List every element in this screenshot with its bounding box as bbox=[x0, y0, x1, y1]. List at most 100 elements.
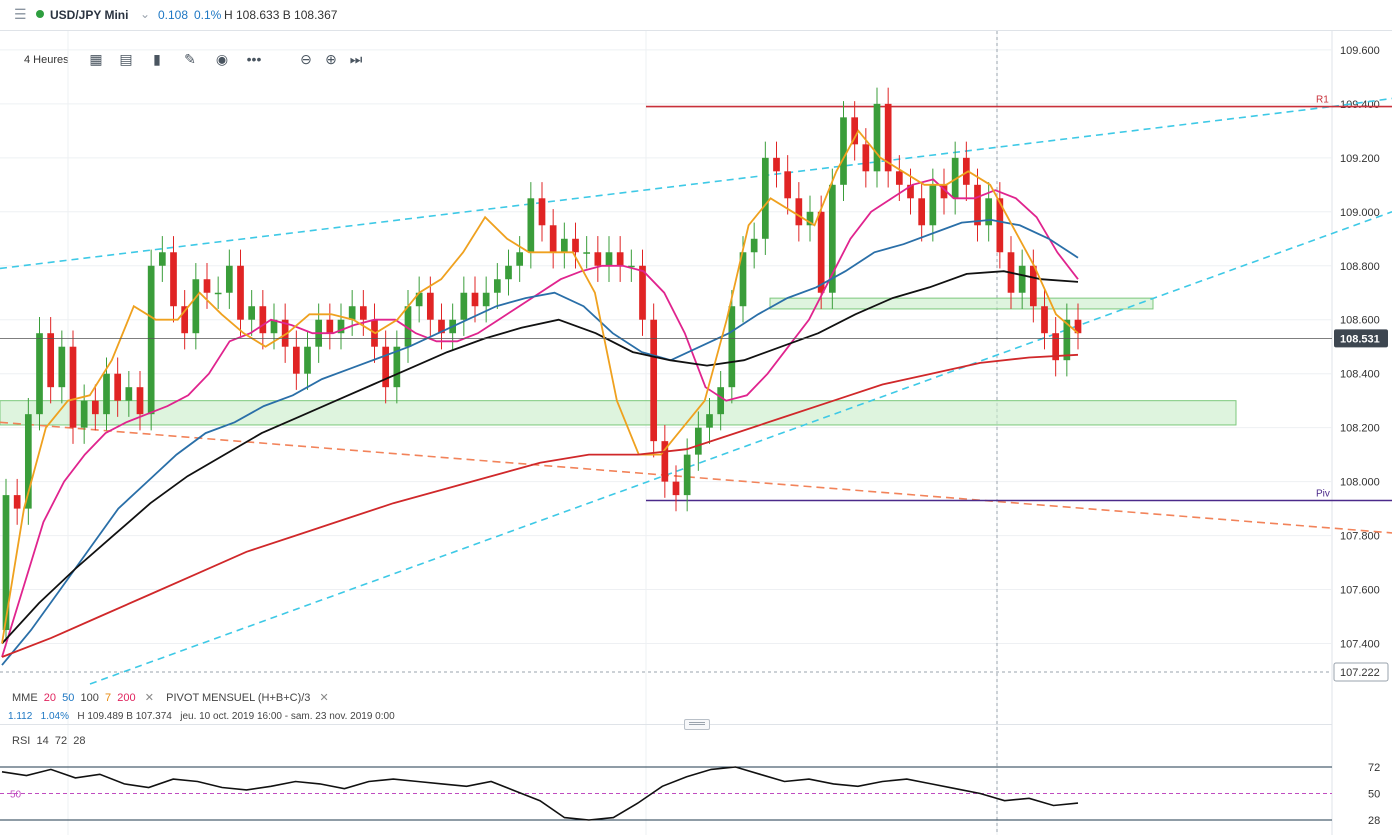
candle bbox=[24, 414, 32, 509]
eye-icon[interactable]: ◉ bbox=[215, 50, 229, 67]
mme-period-100: 100 bbox=[80, 692, 99, 704]
candle bbox=[248, 306, 256, 320]
candle bbox=[58, 346, 66, 388]
candle bbox=[1018, 265, 1026, 293]
candle bbox=[907, 184, 914, 199]
candle bbox=[292, 346, 300, 374]
pivot-label: PIVOT MENSUEL (H+B+C)/3 bbox=[166, 692, 311, 704]
y-tick-label: 107.600 bbox=[1340, 585, 1380, 597]
rsi-label: RSI bbox=[12, 735, 31, 747]
draw-pencil-icon[interactable]: ✎ bbox=[184, 50, 196, 67]
more-icon[interactable]: ••• bbox=[246, 51, 262, 67]
candle bbox=[80, 400, 88, 428]
candle bbox=[259, 306, 267, 334]
candle bbox=[605, 252, 613, 266]
candle bbox=[158, 252, 166, 266]
rsi-line bbox=[1, 766, 1079, 821]
candle bbox=[929, 184, 937, 226]
candle bbox=[560, 238, 568, 253]
candle bbox=[627, 265, 635, 268]
rsi-legend: RSI 14 72 28 bbox=[12, 735, 85, 747]
price-change: 0.108 bbox=[158, 8, 189, 22]
symbol-name[interactable]: USD/JPY Mini bbox=[50, 8, 129, 22]
candle bbox=[125, 387, 133, 401]
candle bbox=[706, 414, 713, 428]
candle bbox=[572, 238, 579, 253]
candle bbox=[717, 387, 725, 415]
candle bbox=[828, 184, 836, 293]
candle bbox=[739, 252, 747, 307]
candle bbox=[784, 171, 792, 199]
candle bbox=[516, 252, 524, 266]
close-pivot-icon[interactable]: ✕ bbox=[319, 692, 329, 704]
chart-type-icon[interactable]: ▤ bbox=[119, 50, 133, 67]
chevron-down-icon[interactable]: ⌄ bbox=[140, 7, 151, 21]
pane-resize-handle[interactable] bbox=[684, 719, 710, 730]
rsi-tick-label: 50 bbox=[1368, 789, 1380, 801]
candle bbox=[214, 292, 222, 295]
candle bbox=[281, 319, 289, 347]
range-info: 1.112 1.04% H 109.489 B 107.374 jeu. 10 … bbox=[8, 711, 395, 722]
candle bbox=[672, 481, 680, 496]
candle bbox=[884, 103, 892, 172]
candle bbox=[337, 319, 345, 334]
range-high-low: H 109.489 B 107.374 bbox=[77, 711, 172, 722]
candle bbox=[393, 346, 401, 388]
rsi-lower: 28 bbox=[73, 735, 86, 747]
falling-trendline bbox=[0, 421, 1392, 534]
y-tick-label: 109.600 bbox=[1340, 45, 1380, 57]
upper-trendline bbox=[0, 105, 1333, 270]
candle bbox=[996, 198, 1004, 253]
candle bbox=[806, 211, 814, 226]
candle bbox=[237, 265, 244, 320]
y-tick-label: 108.600 bbox=[1340, 315, 1380, 327]
candle bbox=[493, 279, 501, 293]
indicator-icon[interactable]: ▦ bbox=[89, 50, 103, 67]
hamburger-icon[interactable]: ☰ bbox=[14, 6, 27, 22]
candle bbox=[147, 265, 155, 415]
candle bbox=[36, 333, 43, 415]
candle bbox=[359, 306, 367, 320]
instrument-header: ☰ USD/JPY Mini ⌄ 0.108 0.1% H 108.633 B … bbox=[0, 0, 1392, 31]
candle bbox=[404, 306, 412, 347]
candle bbox=[1029, 265, 1037, 307]
candle bbox=[750, 238, 758, 253]
candle bbox=[170, 252, 177, 307]
candle bbox=[505, 265, 512, 280]
y-tick-label: 109.000 bbox=[1340, 207, 1380, 219]
candle bbox=[895, 171, 903, 185]
mme-period-7: 7 bbox=[105, 692, 112, 704]
candle bbox=[91, 400, 99, 415]
y-tick-label: 109.200 bbox=[1340, 153, 1380, 165]
zoom-out-icon[interactable]: ⊖ bbox=[300, 50, 312, 67]
candle bbox=[181, 306, 189, 334]
candle bbox=[851, 117, 859, 145]
zoom-in-icon[interactable]: ⊕ bbox=[325, 50, 337, 67]
candle bbox=[47, 333, 55, 388]
candle bbox=[304, 346, 311, 374]
candle bbox=[940, 184, 948, 199]
candle bbox=[482, 292, 490, 307]
market-open-dot bbox=[36, 10, 44, 18]
mme-200-line bbox=[1, 353, 1079, 658]
candle bbox=[840, 117, 847, 185]
candle bbox=[415, 292, 423, 307]
candle bbox=[918, 198, 926, 226]
timeframe-selector[interactable]: 4 Heures bbox=[24, 54, 69, 66]
mme-legend: MME 20 50 100 7 200 ✕ PIVOT MENSUEL (H+B… bbox=[12, 691, 329, 704]
rsi-period: 14 bbox=[36, 735, 49, 747]
mme-20-line bbox=[1, 178, 1079, 658]
bar-chart-icon[interactable]: ▮ bbox=[153, 50, 161, 67]
candle bbox=[2, 495, 10, 631]
mme-100-line bbox=[1, 270, 1079, 645]
close-mme-icon[interactable]: ✕ bbox=[144, 692, 154, 704]
price-change-pct: 0.1% bbox=[194, 8, 222, 22]
jump-end-icon[interactable]: ⏭ bbox=[349, 50, 363, 67]
rsi-tick-label: 28 bbox=[1368, 815, 1380, 827]
range-change-pct: 1.04% bbox=[40, 711, 69, 722]
candle bbox=[114, 373, 122, 401]
level-label: Piv bbox=[1316, 489, 1330, 500]
candle bbox=[348, 306, 356, 320]
candle bbox=[694, 427, 702, 455]
